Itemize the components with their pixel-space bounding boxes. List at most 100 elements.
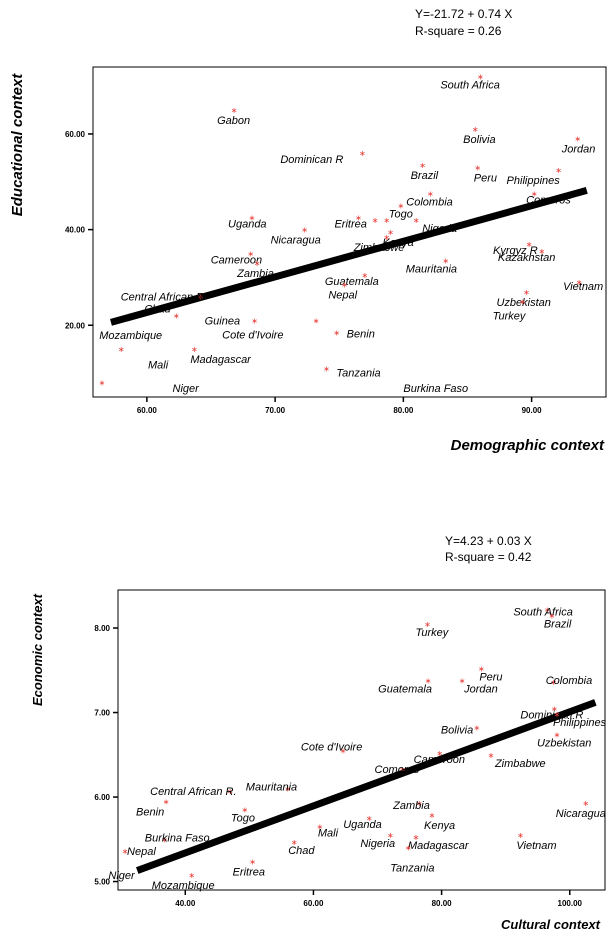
- data-point-marker: ∗: [576, 278, 583, 287]
- data-point-label: Benin: [347, 328, 375, 340]
- data-point-label: Nigeria: [360, 838, 395, 850]
- data-point-marker: ∗: [383, 216, 390, 225]
- data-point-marker: ∗: [429, 811, 436, 820]
- data-point-label: Benin: [136, 806, 164, 818]
- data-point-label: Guinea: [205, 315, 240, 327]
- data-point-marker: ∗: [316, 823, 323, 832]
- data-point-marker: ∗: [188, 871, 195, 880]
- data-point-label: Mauritania: [406, 264, 457, 276]
- data-point-marker: ∗: [442, 257, 449, 266]
- data-point-marker: ∗: [539, 247, 546, 256]
- x-tick-label: 40.00: [175, 899, 196, 908]
- y-tick-label: 60.00: [65, 130, 86, 139]
- x-tick-label: 60.00: [303, 899, 324, 908]
- data-point-label: Togo: [231, 813, 255, 825]
- data-point-label: Cameroon: [211, 255, 262, 267]
- data-point-label: Kazakhstan: [498, 252, 555, 264]
- data-point-label: South Africa: [513, 606, 573, 618]
- data-point-label: Tanzania: [336, 367, 380, 379]
- x-tick-label: 80.00: [432, 899, 453, 908]
- data-point-label: Zambia: [392, 800, 430, 812]
- data-point-marker: ∗: [550, 678, 557, 687]
- y-tick-label: 6.00: [94, 793, 110, 802]
- data-point-marker: ∗: [582, 799, 589, 808]
- data-point-label: Chad: [288, 845, 315, 857]
- y-tick-label: 8.00: [94, 624, 110, 633]
- data-point-marker: ∗: [531, 190, 538, 199]
- chart-1-plot-area: [92, 66, 607, 398]
- data-point-marker: ∗: [551, 704, 558, 713]
- data-point-label: Nigeria: [422, 223, 457, 235]
- data-point-marker: ∗: [163, 797, 170, 806]
- chart-2-r-square: R-square = 0.42: [445, 550, 532, 564]
- data-point-label: Central African R: [121, 292, 204, 304]
- data-point-marker: ∗: [247, 250, 254, 259]
- chart-2-plot-area: [117, 589, 606, 891]
- data-point-label: Togo: [389, 209, 413, 221]
- data-point-label: Mauritania: [246, 782, 297, 794]
- data-point-marker: ∗: [383, 233, 390, 242]
- data-point-marker: ∗: [341, 281, 348, 290]
- chart-1-r-square: R-square = 0.26: [415, 24, 502, 38]
- data-point-marker: ∗: [413, 216, 420, 225]
- data-point-marker: ∗: [122, 847, 129, 856]
- chart-1-regression-line: [110, 187, 588, 326]
- data-point-label: Central African R.: [150, 786, 236, 798]
- y-tick-label: 40.00: [65, 226, 86, 235]
- data-point-marker: ∗: [424, 620, 431, 629]
- data-point-marker: ∗: [555, 166, 562, 175]
- data-point-label: Nicaragua: [271, 235, 321, 247]
- data-point-label: Eritrea: [233, 866, 265, 878]
- data-point-label: Bolivia: [463, 134, 495, 146]
- data-point-marker: ∗: [472, 125, 479, 134]
- data-point-label: Uganda: [228, 219, 267, 231]
- data-point-label: Philippines: [507, 175, 561, 187]
- data-point-label: Vietnam: [516, 840, 556, 852]
- data-point-label: Cote d'Ivoire: [301, 742, 362, 754]
- y-tick-label: 20.00: [65, 321, 86, 330]
- data-point-marker: ∗: [340, 747, 347, 756]
- x-tick-label: 80.00: [393, 406, 414, 415]
- data-point-label: Philippines: [553, 717, 607, 729]
- data-point-marker: ∗: [118, 345, 125, 354]
- data-point-label: Guatemala: [325, 276, 379, 288]
- data-point-marker: ∗: [425, 676, 432, 685]
- data-point-marker: ∗: [413, 833, 420, 842]
- data-point-label: Dominican R: [520, 709, 583, 721]
- chart-1: Y=-21.72 + 0.74 X R-square = 0.26 60.00 7…: [9, 7, 607, 454]
- data-point-marker: ∗: [387, 831, 394, 840]
- data-point-marker: ∗: [397, 202, 404, 211]
- data-point-label: Madagascar: [408, 840, 470, 852]
- data-point-label: Cote d'Ivoire: [222, 329, 283, 341]
- data-point-label: Dominican R: [280, 154, 343, 166]
- data-point-marker: ∗: [242, 806, 249, 815]
- data-point-marker: ∗: [554, 710, 561, 719]
- data-point-marker: ∗: [517, 831, 524, 840]
- data-point-label: Niger: [173, 383, 201, 395]
- data-point-marker: ∗: [249, 857, 256, 866]
- chart-1-equation: Y=-21.72 + 0.74 X: [415, 7, 512, 21]
- x-tick-label: 60.00: [137, 406, 158, 415]
- x-tick-label: 100.00: [558, 899, 583, 908]
- data-point-marker: ∗: [474, 163, 481, 172]
- data-point-label: Nepal: [328, 290, 357, 302]
- data-point-marker: ∗: [459, 676, 466, 685]
- data-point-label: Turkey: [493, 310, 527, 322]
- data-point-marker: ∗: [477, 73, 484, 82]
- data-point-label: Kyrgyz R: [493, 245, 538, 257]
- data-point-label: Zambia: [236, 268, 274, 280]
- data-point-label: Nepal: [127, 846, 156, 858]
- data-point-marker: ∗: [333, 328, 340, 337]
- data-point-label: Kenya: [424, 820, 455, 832]
- data-point-label: Zimbabwe: [494, 758, 546, 770]
- data-point-marker: ∗: [191, 345, 198, 354]
- data-point-marker: ∗: [362, 271, 369, 280]
- data-point-marker: ∗: [399, 765, 406, 774]
- data-point-marker: ∗: [291, 838, 298, 847]
- data-point-label: Mozambique: [99, 330, 162, 342]
- y-tick-label: 5.00: [94, 878, 110, 887]
- data-point-label: Peru: [479, 672, 502, 684]
- data-point-marker: ∗: [488, 751, 495, 760]
- chart-1-x-axis: 60.00 70.00 80.00 90.00: [137, 397, 542, 415]
